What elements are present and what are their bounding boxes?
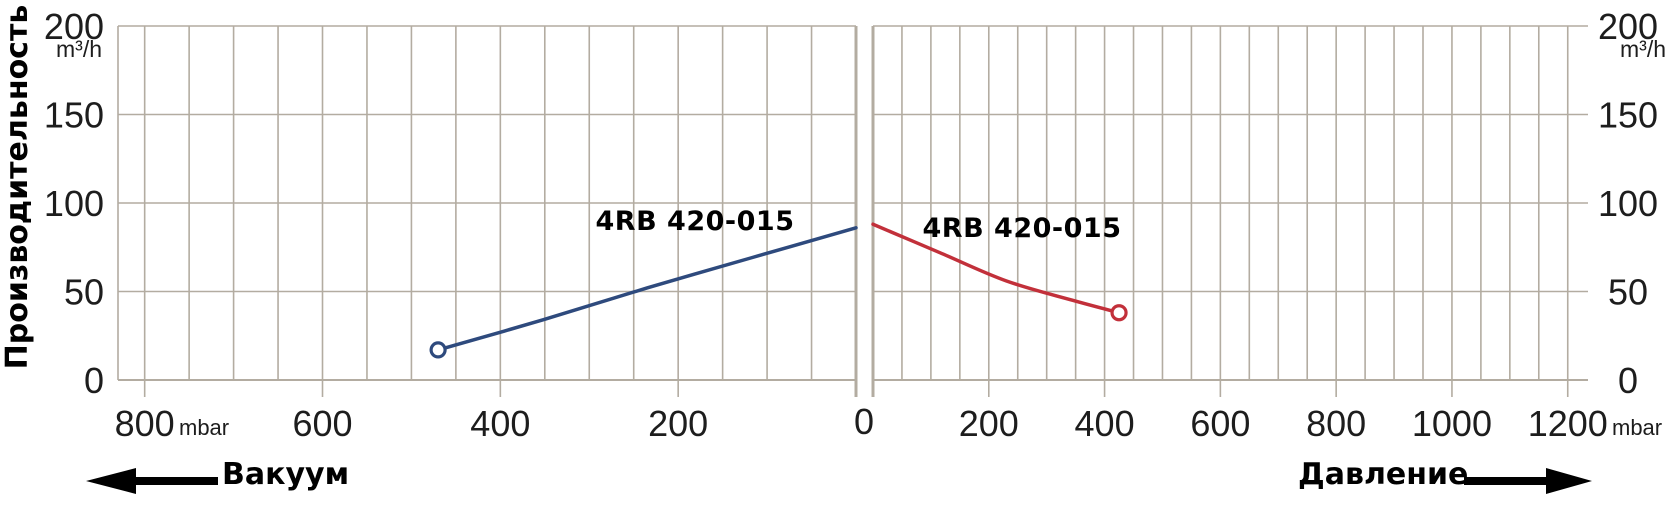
vacuum-axis-label: Вакуум	[222, 457, 350, 492]
y-tick-label-right: 200	[1598, 6, 1658, 47]
x-tick-label: 200	[648, 403, 708, 444]
x-tick-label: 400	[1075, 403, 1135, 444]
y-tick-label-right: 100	[1598, 183, 1658, 224]
pressure-curve	[871, 222, 1121, 315]
pressure-curve-label: 4RB 420-015	[922, 213, 1122, 244]
vacuum-panel: 800 600 400 200	[115, 25, 858, 444]
x-tick-label: 1200	[1528, 403, 1608, 444]
x-tick-label: 1000	[1412, 403, 1492, 444]
x-unit-label-pressure: mbar	[1612, 415, 1663, 440]
y-axis-title: Производительность	[0, 4, 35, 370]
y-tick-label-right: 0	[1618, 360, 1638, 401]
y-tick-label-left: 100	[44, 183, 104, 224]
vacuum-curve-label: 4RB 420-015	[595, 206, 795, 237]
vacuum-curve-endpoint-marker	[429, 341, 447, 359]
y-unit-label-left: m³/h	[56, 36, 102, 62]
y-unit-label-right: m³/h	[1620, 36, 1666, 62]
y-tick-label-right: 50	[1608, 272, 1648, 313]
vacuum-curve	[436, 226, 858, 352]
y-tick-label-left: 50	[64, 272, 104, 313]
x-tick-label: 800	[1306, 403, 1366, 444]
x-tick-label: 600	[1190, 403, 1250, 444]
y-tick-label-left: 200	[44, 6, 104, 47]
x-tick-label: 800	[115, 403, 175, 444]
pressure-curve-endpoint-marker	[1110, 304, 1128, 322]
pressure-direction-arrow-icon	[1464, 468, 1592, 494]
vacuum-direction-arrow-icon	[86, 468, 218, 494]
x-unit-label-vacuum: mbar	[179, 415, 230, 440]
x-tick-label: 400	[470, 403, 530, 444]
pressure-axis-label: Давление	[1298, 457, 1469, 492]
shared-zero-tick-label: 0	[853, 401, 875, 442]
x-tick-label: 600	[292, 403, 352, 444]
pressure-panel: 200 400 600 800 1000 1200	[871, 25, 1608, 444]
y-tick-label-right: 150	[1598, 95, 1658, 136]
x-tick-label: 200	[959, 403, 1019, 444]
y-tick-label-left: 0	[84, 360, 104, 401]
y-tick-label-left: 150	[44, 95, 104, 136]
